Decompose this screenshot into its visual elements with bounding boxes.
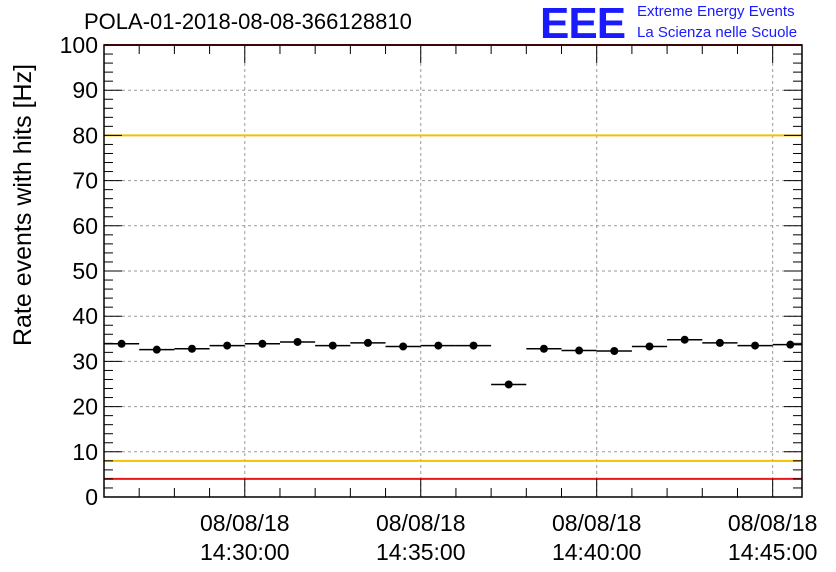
x-tick-time-label: 14:45:00 xyxy=(728,539,818,565)
data-point xyxy=(504,380,513,389)
x-tick-date-label: 08/08/18 xyxy=(376,510,466,536)
x-tick-date-label: 08/08/18 xyxy=(200,510,290,536)
y-tick-label: 80 xyxy=(72,122,98,148)
data-point xyxy=(293,337,302,346)
data-point xyxy=(117,339,126,348)
data-point xyxy=(328,341,337,350)
eee-logo: EEE xyxy=(540,0,626,48)
y-tick-label: 70 xyxy=(72,168,98,194)
data-point xyxy=(610,347,619,356)
logo-caption-line2: La Scienza nelle Scuole xyxy=(637,24,798,41)
grid-lines xyxy=(104,45,802,497)
y-tick-label: 30 xyxy=(72,348,98,374)
data-point xyxy=(152,345,161,354)
data-point xyxy=(434,341,443,350)
limit-lines xyxy=(104,44,802,480)
data-point xyxy=(680,335,689,344)
y-tick-label: 0 xyxy=(85,484,98,510)
y-tick-label: 10 xyxy=(72,439,98,465)
data-point xyxy=(575,346,584,355)
data-point xyxy=(363,338,372,347)
x-tick-date-label: 08/08/18 xyxy=(728,510,818,536)
data-point xyxy=(258,339,267,348)
axis-ticks xyxy=(103,44,802,498)
data-point xyxy=(399,342,408,351)
y-tick-label: 20 xyxy=(72,394,98,420)
x-tick-time-label: 14:35:00 xyxy=(376,539,466,565)
x-tick-date-label: 08/08/18 xyxy=(552,510,642,536)
data-point xyxy=(539,344,548,353)
y-tick-label: 90 xyxy=(72,77,98,103)
data-point xyxy=(786,340,795,349)
x-tick-time-label: 14:40:00 xyxy=(552,539,642,565)
y-tick-label: 60 xyxy=(72,213,98,239)
data-point xyxy=(751,341,760,350)
y-tick-label: 40 xyxy=(72,303,98,329)
x-tick-time-label: 14:30:00 xyxy=(200,539,290,565)
y-tick-label: 50 xyxy=(72,258,98,284)
axis-labels: 0 10 20 30 40 50 60 70 80 90 100 08/08/18 14:30:00 08… xyxy=(9,32,817,565)
data-points xyxy=(104,335,802,389)
data-point xyxy=(223,341,232,350)
y-axis-title: Rate events with hits [Hz] xyxy=(9,64,37,346)
logo-caption-line1: Extreme Energy Events xyxy=(637,3,795,20)
data-point xyxy=(469,341,478,350)
y-tick-label: 100 xyxy=(60,32,98,58)
data-point xyxy=(715,338,724,347)
data-point xyxy=(187,344,196,353)
chart-title: POLA-01-2018-08-08-366128810 xyxy=(84,9,412,34)
data-point xyxy=(645,342,654,351)
